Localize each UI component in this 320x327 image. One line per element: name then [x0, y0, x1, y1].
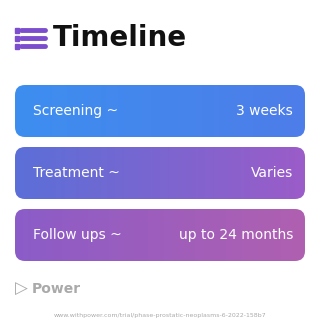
- Text: ▷: ▷: [15, 280, 28, 298]
- Text: Screening ~: Screening ~: [33, 104, 118, 118]
- Text: up to 24 months: up to 24 months: [179, 228, 293, 242]
- Text: Follow ups ~: Follow ups ~: [33, 228, 122, 242]
- Bar: [15, 27, 19, 32]
- Text: Treatment ~: Treatment ~: [33, 166, 120, 180]
- Bar: [15, 43, 19, 48]
- Text: Timeline: Timeline: [53, 24, 187, 52]
- Bar: [15, 36, 19, 41]
- Text: www.withpower.com/trial/phase-prostatic-neoplasms-6-2022-158b7: www.withpower.com/trial/phase-prostatic-…: [54, 313, 266, 318]
- Text: Varies: Varies: [251, 166, 293, 180]
- Text: 3 weeks: 3 weeks: [236, 104, 293, 118]
- Text: Power: Power: [32, 282, 81, 296]
